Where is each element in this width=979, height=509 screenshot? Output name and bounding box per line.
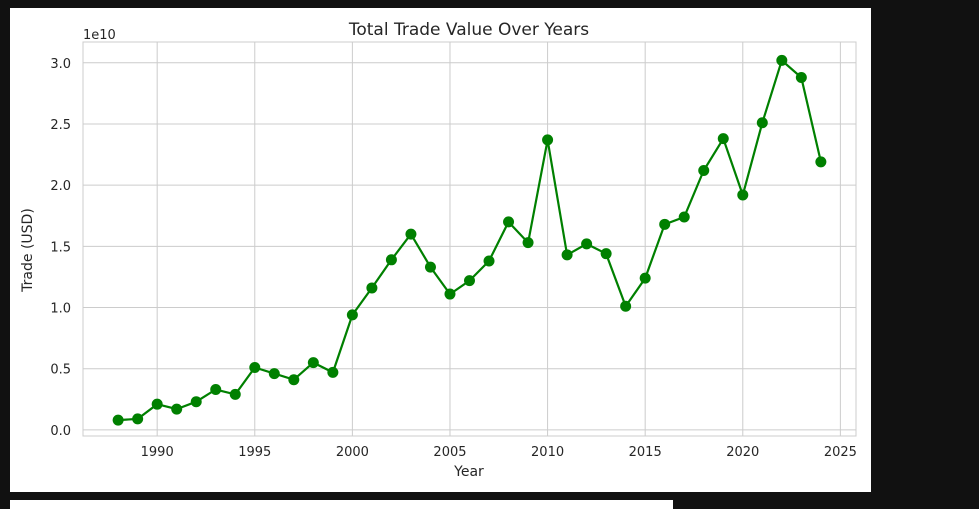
data-point [405,228,417,240]
data-point [659,218,671,230]
x-tick-label: 2025 [824,445,857,460]
x-tick-label: 2020 [726,445,759,460]
x-axis-label: Year [453,464,484,480]
data-point [581,238,593,250]
data-point [464,275,475,287]
data-point [288,374,300,386]
y-axis-label: Trade (USD) [20,208,36,293]
data-point [737,189,749,201]
series-line [118,58,822,422]
y-tick-label: 0.0 [50,424,71,439]
data-point [229,388,241,400]
x-tick-label: 1995 [238,445,271,460]
line-chart: 1990 1995 2000 2005 2010 2015 2020 2025 0.0 0.5 1.… [20,20,857,480]
data-point [503,216,515,228]
x-tick-label: 2000 [336,445,369,460]
data-point [190,396,202,408]
data-point [620,300,632,312]
data-point [346,309,358,321]
data-point [249,361,261,373]
y-tick-label: 0.5 [50,363,71,378]
data-point [522,237,534,249]
data-point [639,272,651,284]
data-point [132,413,144,425]
data-point [327,366,339,378]
y-tick-label: 3.0 [50,57,71,72]
data-point [756,117,768,129]
data-point [268,368,280,380]
y-tick-label: 1.5 [50,240,71,255]
chart-title: Total Trade Value Over Years [348,20,589,40]
data-point [815,156,827,168]
data-point [307,357,319,369]
data-point [483,255,495,267]
x-tick-label: 2015 [629,445,662,460]
data-point [717,133,729,145]
data-point [678,211,690,223]
chart-figure: 1990 1995 2000 2005 2010 2015 2020 2025 0.0 0.5 1.… [10,8,871,492]
y-tick-label: 2.5 [50,118,71,133]
x-tick-label: 2005 [433,445,466,460]
data-point [698,164,710,176]
y-offset-label: 1e10 [83,28,116,43]
data-point [424,261,436,273]
data-point [776,54,788,66]
data-point [112,414,124,426]
data-point [366,282,378,294]
x-tick-label: 2010 [531,445,564,460]
y-tick-label: 2.0 [50,179,71,194]
x-tick-label: 1990 [141,445,174,460]
data-point [210,384,222,396]
plot-area [82,41,857,437]
bottom-strip [10,500,673,509]
y-tick-label: 1.0 [50,302,71,317]
data-point [795,71,807,83]
data-point [385,254,397,266]
data-point [561,249,573,261]
data-point [444,288,456,300]
data-point [600,248,612,260]
data-point [542,134,554,146]
data-point [171,403,183,415]
data-point [151,398,163,410]
